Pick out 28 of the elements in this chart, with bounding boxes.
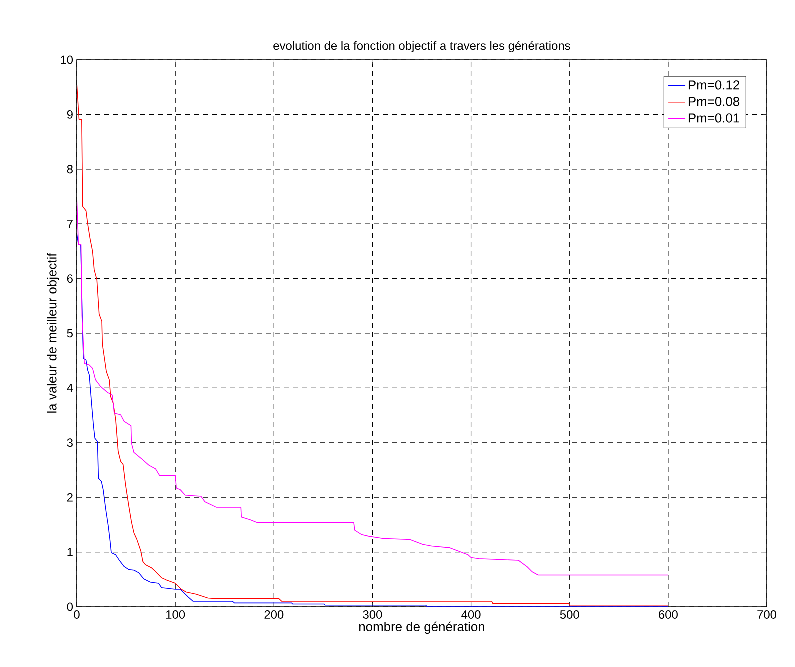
x-tick-label: 0	[74, 610, 80, 619]
line-series	[77, 232, 669, 607]
y-tick-label: 7	[67, 220, 73, 228]
line-series	[77, 82, 669, 606]
y-tick-label: 2	[67, 493, 73, 502]
y-tick-label: 8	[67, 165, 73, 174]
y-tick-label: 5	[67, 329, 73, 338]
x-tick-label: 600	[659, 610, 678, 619]
x-tick-label: 200	[264, 610, 284, 619]
legend-label: Pm=0.08	[688, 97, 740, 106]
y-tick-label: 0	[67, 602, 74, 612]
y-tick-label: 1	[68, 548, 73, 556]
y-tick-label: 6	[67, 274, 73, 284]
y-axis-title: la valeur de meilleur objectif	[47, 253, 60, 413]
chart-title: evolution de la fonction objectif a travers les générations	[274, 41, 570, 52]
y-tick-label: 9	[67, 110, 73, 119]
x-tick-label: 500	[560, 610, 580, 619]
legend-label: Pm=0.01	[688, 114, 740, 123]
y-tick-label: 4	[67, 384, 74, 392]
x-tick-label: 100	[166, 610, 186, 619]
x-tick-label: 700	[758, 610, 777, 619]
line-series	[77, 196, 669, 576]
x-tick-label: 300	[363, 610, 382, 619]
y-tick-label: 3	[67, 438, 73, 448]
x-tick-label: 400	[462, 610, 481, 619]
legend-label: Pm=0.12	[688, 80, 740, 90]
y-tick-label: 10	[61, 56, 74, 64]
x-axis-title: nombre de génération	[360, 622, 484, 634]
